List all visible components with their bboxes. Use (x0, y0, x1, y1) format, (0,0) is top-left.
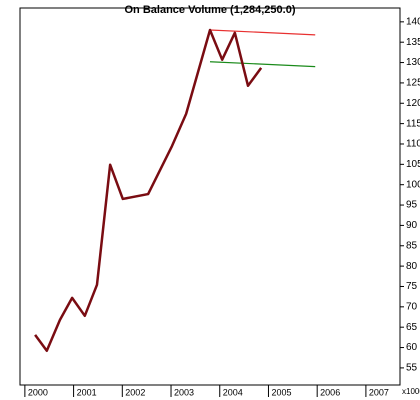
y-tick-label: 130 (406, 57, 420, 68)
plot-frame (19, 7, 401, 386)
y-tick-label: 115 (406, 118, 420, 129)
trendline (209, 61, 316, 68)
x-tick-label: 2006 (320, 387, 340, 397)
y-tick-label: 80 (406, 261, 418, 272)
y-tick-label: 95 (406, 200, 418, 211)
chart-title: On Balance Volume (1,284,250.0) (125, 4, 296, 16)
y-tick-label: 85 (406, 240, 418, 251)
y-tick-label: 105 (406, 159, 420, 170)
x-tick-label: 2007 (369, 387, 389, 397)
y-tick-label: 140 (406, 16, 420, 27)
y-tick-label: 125 (406, 78, 420, 89)
y-tick-label: 100 (406, 179, 420, 190)
y-tick-label: 120 (406, 98, 420, 109)
y-tick-label: 135 (406, 37, 420, 48)
trendline (209, 29, 316, 36)
x-tick-label: 2004 (223, 387, 243, 397)
y-tick-label: 75 (406, 281, 418, 292)
y-tick-label: 65 (406, 322, 418, 333)
x-tick-label: 2001 (77, 387, 97, 397)
x-tick-label: 2000 (28, 387, 48, 397)
x-tick-label: 2005 (271, 387, 291, 397)
y-tick-label: 60 (406, 342, 418, 353)
y-tick-label: 70 (406, 301, 418, 312)
y-tick-label: 90 (406, 220, 418, 231)
y-tick-label: 110 (406, 139, 420, 150)
line-series (34, 28, 263, 353)
y-tick-label: 55 (406, 363, 418, 374)
x-tick-label: 2002 (125, 387, 145, 397)
y-unit-label: x1000 (402, 387, 420, 396)
x-tick-label: 2003 (174, 387, 194, 397)
